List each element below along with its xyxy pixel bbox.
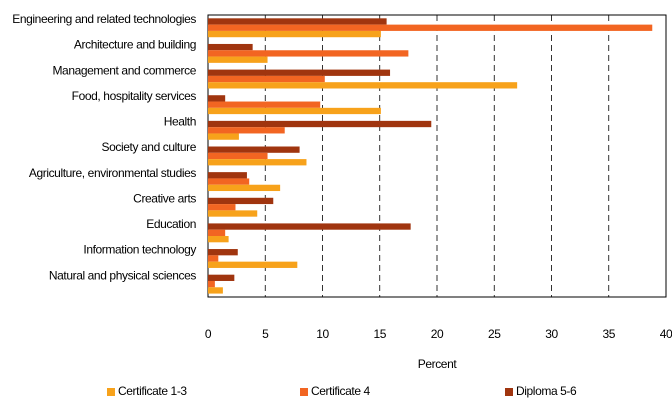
legend-label: Certificate 1-3 <box>118 384 187 398</box>
bar <box>208 287 223 294</box>
x-tick-label: 25 <box>488 327 501 341</box>
bar <box>208 197 274 205</box>
bar <box>208 261 298 268</box>
bar <box>208 50 409 57</box>
x-tick-label: 10 <box>316 327 329 341</box>
bar <box>208 280 215 288</box>
y-tick-label: Information technology <box>83 243 196 257</box>
legend-swatch <box>300 388 308 396</box>
bar <box>208 159 307 166</box>
bar <box>208 204 236 211</box>
bar <box>208 178 250 185</box>
y-tick-label: Food, hospitality services <box>72 89 197 103</box>
bar <box>208 120 432 128</box>
bar <box>208 127 285 134</box>
legend-swatch <box>505 388 513 396</box>
x-tick-label: 35 <box>602 327 615 341</box>
x-tick-label: 15 <box>373 327 386 341</box>
bar <box>208 101 321 108</box>
legend-swatch <box>107 388 115 396</box>
bar <box>208 24 653 31</box>
bar <box>208 69 391 76</box>
x-tick-label: 40 <box>660 327 672 341</box>
legend-label: Certificate 4 <box>311 384 371 398</box>
x-tick-label: 5 <box>262 327 269 341</box>
y-tick-label: Architecture and building <box>74 38 196 52</box>
bar <box>208 255 219 262</box>
y-tick-label: Management and commerce <box>52 63 196 77</box>
y-tick-label: Engineering and related technologies <box>12 12 196 26</box>
x-tick-label: 20 <box>431 327 444 341</box>
bar <box>208 146 300 153</box>
bar <box>208 210 258 217</box>
bar <box>208 223 411 230</box>
bar <box>208 274 235 281</box>
y-tick-label: Agriculture, environmental studies <box>29 166 197 180</box>
bar <box>208 30 381 38</box>
bar <box>208 95 226 102</box>
bar <box>208 152 268 160</box>
x-axis-label: Percent <box>418 357 458 371</box>
x-tick-label: 0 <box>205 327 212 341</box>
y-tick-label: Education <box>146 217 196 231</box>
bar <box>208 56 268 63</box>
x-tick-label: 30 <box>545 327 558 341</box>
bar <box>208 133 239 140</box>
y-tick-label: Society and culture <box>102 140 197 154</box>
y-tick-label: Creative arts <box>133 191 196 205</box>
bar <box>208 18 387 25</box>
bar <box>208 172 247 179</box>
y-tick-label: Natural and physical sciences <box>49 268 197 282</box>
legend-label: Diploma 5-6 <box>516 384 577 398</box>
bar <box>208 184 281 192</box>
bar <box>208 229 226 237</box>
bar <box>208 43 253 51</box>
bar <box>208 236 229 243</box>
bar <box>208 75 325 83</box>
y-tick-label: Health <box>164 115 196 129</box>
bar <box>208 249 238 256</box>
bar <box>208 107 381 115</box>
bar <box>208 82 518 89</box>
